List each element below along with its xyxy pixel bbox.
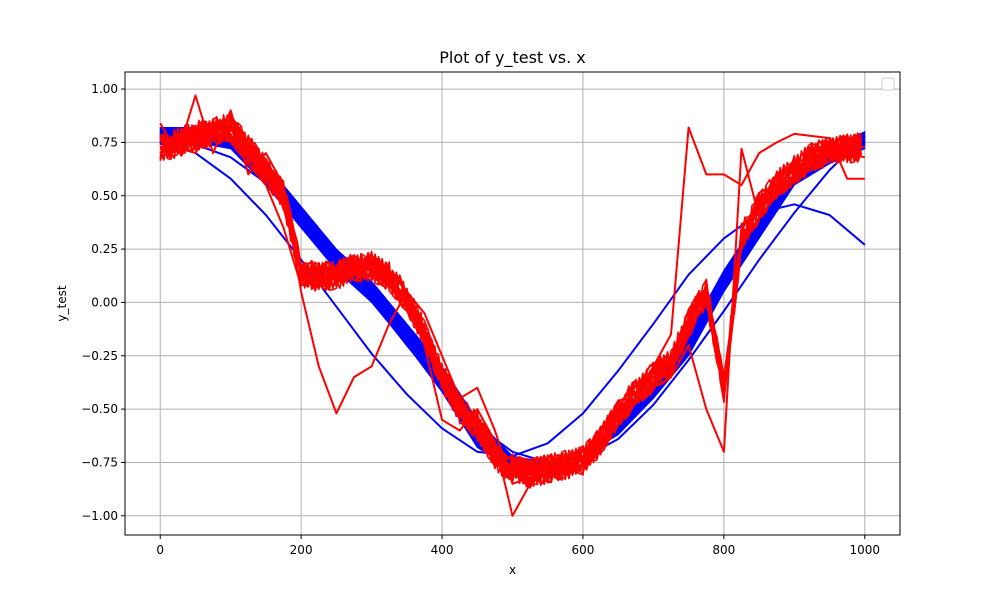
y-tick-label: −0.75: [81, 455, 118, 469]
red-ensemble-line: [159, 115, 863, 478]
legend-box: [881, 77, 895, 91]
y-tick-label: −1.00: [81, 509, 118, 523]
chart-title: Plot of y_test vs. x: [439, 48, 585, 68]
y-tick-label: 0.75: [91, 135, 118, 149]
plot-frame: [124, 71, 901, 536]
y-tick-label: 0.50: [91, 189, 118, 203]
x-tick-label: 0: [156, 543, 164, 557]
blue-band: [159, 127, 866, 470]
x-tick-label: 1000: [849, 543, 880, 557]
y-tick-label: 0.25: [91, 242, 118, 256]
y-tick-label: 1.00: [91, 82, 118, 96]
series-line-5: [159, 120, 866, 485]
x-tick-label: 200: [290, 543, 313, 557]
y-tick-label: 0.00: [91, 295, 118, 309]
legend: [881, 77, 895, 91]
x-tick-label: 800: [712, 543, 735, 557]
y-axis-label: y_test: [55, 285, 69, 321]
data-layer: [159, 94, 866, 517]
ticks-layer: 0 200 400 600 800 1000 −1.00 −0.75 −0.50 −0.25 0.0…: [81, 82, 880, 557]
red-ensemble-line: [159, 118, 863, 485]
y-tick-label: −0.50: [81, 402, 118, 416]
x-axis-label: x: [509, 563, 516, 577]
y-tick-label: −0.25: [81, 349, 118, 363]
x-tick-label: 400: [431, 543, 454, 557]
x-tick-label: 600: [572, 543, 595, 557]
